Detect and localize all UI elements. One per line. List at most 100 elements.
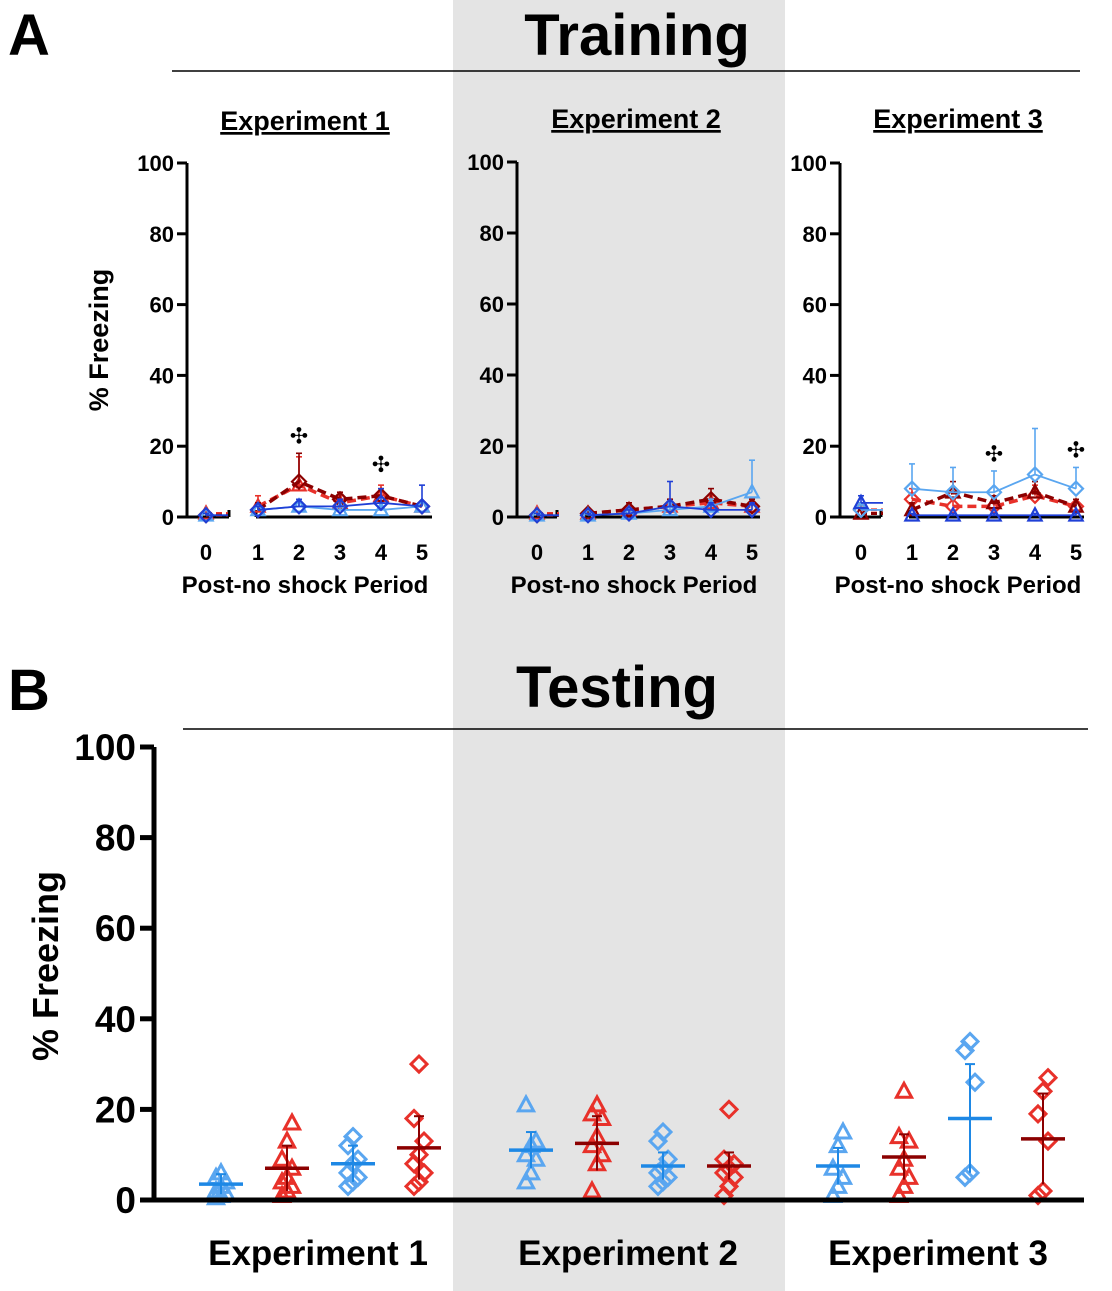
data-point bbox=[702, 501, 720, 519]
data-point bbox=[718, 1099, 740, 1120]
y-tick-label: 80 bbox=[95, 818, 136, 859]
x-tick-label: 0 bbox=[200, 540, 212, 565]
y-tick-label: 0 bbox=[115, 1180, 136, 1221]
significance-mark: ✣ bbox=[1067, 438, 1085, 463]
data-point bbox=[898, 1166, 920, 1185]
data-point bbox=[249, 501, 267, 519]
y-tick-label: 0 bbox=[162, 505, 174, 530]
data-point bbox=[515, 1170, 537, 1190]
data-point bbox=[959, 1162, 981, 1183]
training-plot-experiment-3: Experiment 3 Post-no shock Period 020406… bbox=[790, 104, 1085, 599]
testing-ylabel: % Freezing bbox=[25, 871, 66, 1061]
data-point bbox=[903, 505, 921, 522]
data-point bbox=[1026, 505, 1044, 522]
y-tick-label: 20 bbox=[480, 434, 504, 459]
xlabel-experiment-3: Post-no shock Period bbox=[835, 572, 1082, 599]
data-point bbox=[893, 1175, 915, 1194]
data-point bbox=[944, 483, 962, 501]
subtitle-experiment-1: Experiment 1 bbox=[220, 106, 390, 136]
data-point bbox=[903, 480, 921, 498]
y-tick-label: 80 bbox=[150, 222, 174, 247]
data-point bbox=[743, 501, 761, 519]
data-point bbox=[852, 493, 870, 510]
data-point bbox=[743, 497, 761, 515]
data-point bbox=[372, 500, 390, 517]
data-point bbox=[403, 1176, 425, 1197]
data-point bbox=[372, 494, 390, 512]
x-tick-label: 2 bbox=[623, 540, 635, 565]
x-tick-label: 5 bbox=[746, 540, 758, 565]
y-tick-label: 40 bbox=[150, 363, 174, 388]
data-point bbox=[408, 1053, 430, 1075]
data-point bbox=[586, 1093, 608, 1113]
y-tick-label: 80 bbox=[803, 222, 827, 247]
x-tick-label: 5 bbox=[416, 540, 428, 565]
data-point bbox=[1067, 480, 1085, 498]
category-experiment-1: Experiment 1 bbox=[208, 1234, 428, 1273]
testing-plot: % Freezing Experiment 1 Experiment 2 Exp… bbox=[25, 727, 1084, 1273]
y-tick-label: 60 bbox=[480, 292, 504, 317]
data-point bbox=[197, 506, 215, 524]
data-point bbox=[1026, 482, 1044, 499]
data-point bbox=[661, 497, 679, 515]
data-point bbox=[647, 1176, 669, 1197]
data-point bbox=[276, 1179, 298, 1199]
xlabel-experiment-2: Post-no shock Period bbox=[511, 572, 758, 599]
x-tick-label: 1 bbox=[252, 540, 264, 565]
y-tick-label: 60 bbox=[803, 293, 827, 318]
panel-b-letter: B bbox=[8, 658, 50, 723]
y-tick-label: 80 bbox=[480, 221, 504, 246]
data-point bbox=[520, 1161, 542, 1181]
x-tick-label: 0 bbox=[855, 540, 867, 565]
y-tick-label: 20 bbox=[150, 434, 174, 459]
data-point bbox=[652, 1121, 674, 1143]
x-tick-label: 0 bbox=[531, 540, 543, 565]
data-point bbox=[205, 1179, 227, 1199]
data-point bbox=[832, 1120, 854, 1140]
x-tick-label: 3 bbox=[664, 540, 676, 565]
x-tick-label: 2 bbox=[947, 540, 959, 565]
data-point bbox=[1037, 1067, 1059, 1088]
data-point bbox=[528, 506, 546, 524]
data-point bbox=[413, 497, 431, 515]
training-plot-experiment-1: Experiment 1 Post-no shock Period % Free… bbox=[84, 106, 432, 599]
y-tick-label: 0 bbox=[815, 505, 827, 530]
data-point bbox=[581, 1102, 603, 1122]
data-point bbox=[515, 1093, 537, 1113]
significance-mark: ✣ bbox=[290, 424, 308, 449]
data-point bbox=[271, 1148, 293, 1167]
training-plot-experiment-2: Experiment 2 Post-no shock Period 0 20 40 6… bbox=[467, 104, 761, 599]
data-point bbox=[579, 506, 597, 524]
y-tick-label: 40 bbox=[95, 999, 136, 1040]
data-point bbox=[1027, 1185, 1049, 1206]
data-point bbox=[271, 1170, 293, 1190]
x-tick-label: 1 bbox=[582, 540, 594, 565]
data-point bbox=[290, 497, 308, 515]
x-tick-label: 3 bbox=[988, 540, 1000, 565]
x-tick-label: 2 bbox=[293, 540, 305, 565]
data-point bbox=[888, 1157, 910, 1176]
experiment-2-shade bbox=[453, 0, 785, 1291]
y-tick-label: 40 bbox=[480, 363, 504, 388]
data-point bbox=[342, 1126, 364, 1147]
x-tick-label: 4 bbox=[375, 540, 388, 565]
x-tick-label: 4 bbox=[1029, 540, 1042, 565]
training-title: Training bbox=[524, 3, 750, 68]
panel-a-letter: A bbox=[8, 3, 50, 68]
data-point bbox=[525, 1129, 547, 1149]
data-point bbox=[1067, 497, 1085, 513]
y-tick-label: 40 bbox=[803, 363, 827, 388]
data-point bbox=[591, 1143, 613, 1163]
subtitle-experiment-2: Experiment 2 bbox=[551, 104, 721, 134]
data-point bbox=[743, 482, 761, 499]
category-experiment-2: Experiment 2 bbox=[518, 1234, 738, 1273]
data-point bbox=[954, 1167, 976, 1188]
data-point bbox=[893, 1080, 915, 1099]
xlabel-experiment-1: Post-no shock Period bbox=[182, 572, 429, 599]
data-point bbox=[331, 497, 349, 515]
significance-mark: ✣ bbox=[985, 441, 1003, 466]
data-point bbox=[959, 1031, 981, 1052]
data-point bbox=[581, 1179, 603, 1199]
data-point bbox=[290, 473, 308, 491]
